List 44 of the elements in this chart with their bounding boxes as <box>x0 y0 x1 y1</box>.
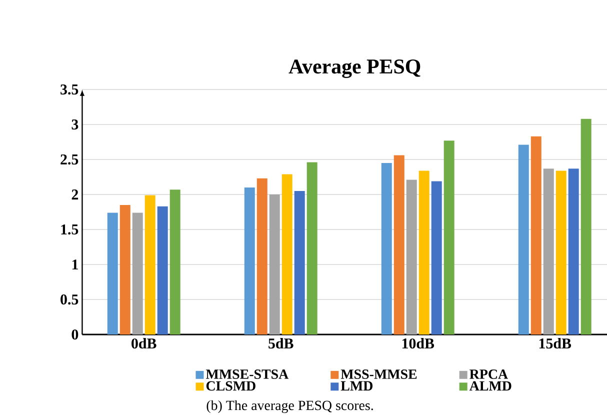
text: (b) The average PESQ scores. <box>206 400 373 414</box>
x-tick-label: 15dB <box>539 338 572 349</box>
bar <box>518 144 529 334</box>
chart-title: Average PESQ <box>288 60 420 78</box>
bar <box>530 136 542 334</box>
bar <box>170 190 180 334</box>
legend-label: MSS-MMSE <box>340 370 417 379</box>
bar <box>294 191 305 334</box>
bar <box>568 168 579 334</box>
bar <box>580 118 592 334</box>
bar <box>132 212 143 334</box>
y-tick-label: 1 <box>72 260 78 270</box>
legend-label: RPCA <box>470 370 508 379</box>
bar <box>306 162 318 334</box>
y-tick-label: 0.5 <box>60 294 78 305</box>
bar <box>157 206 168 334</box>
bar <box>120 205 130 334</box>
bar <box>107 212 118 334</box>
bar <box>144 195 156 334</box>
bar <box>543 168 554 334</box>
bar <box>256 178 268 334</box>
bar <box>406 180 417 334</box>
y-tick-label: 2 <box>72 190 78 200</box>
bar <box>556 170 566 334</box>
legend-label: ALMD <box>469 381 512 391</box>
bar <box>282 174 292 334</box>
bar <box>431 181 442 334</box>
bar <box>394 155 404 334</box>
bar <box>444 140 454 334</box>
y-tick-label: 1.5 <box>61 224 78 235</box>
bar <box>269 194 280 334</box>
x-tick-label: 0dB <box>132 338 156 349</box>
y-tick-label: 3 <box>72 119 78 130</box>
bar <box>381 163 392 334</box>
y-tick-label: 2.5 <box>60 154 78 165</box>
bar <box>418 170 430 334</box>
legend-label: MMSE-STSA <box>206 370 289 379</box>
legend-label: CLSMD <box>206 381 256 391</box>
y-tick-label: 3.5 <box>60 84 78 95</box>
legend-label: LMD <box>340 381 372 390</box>
x-tick-label: 10dB <box>402 338 434 349</box>
x-tick-label: 5dB <box>268 338 294 349</box>
bar <box>244 188 255 334</box>
y-tick-label: 0 <box>72 329 78 340</box>
